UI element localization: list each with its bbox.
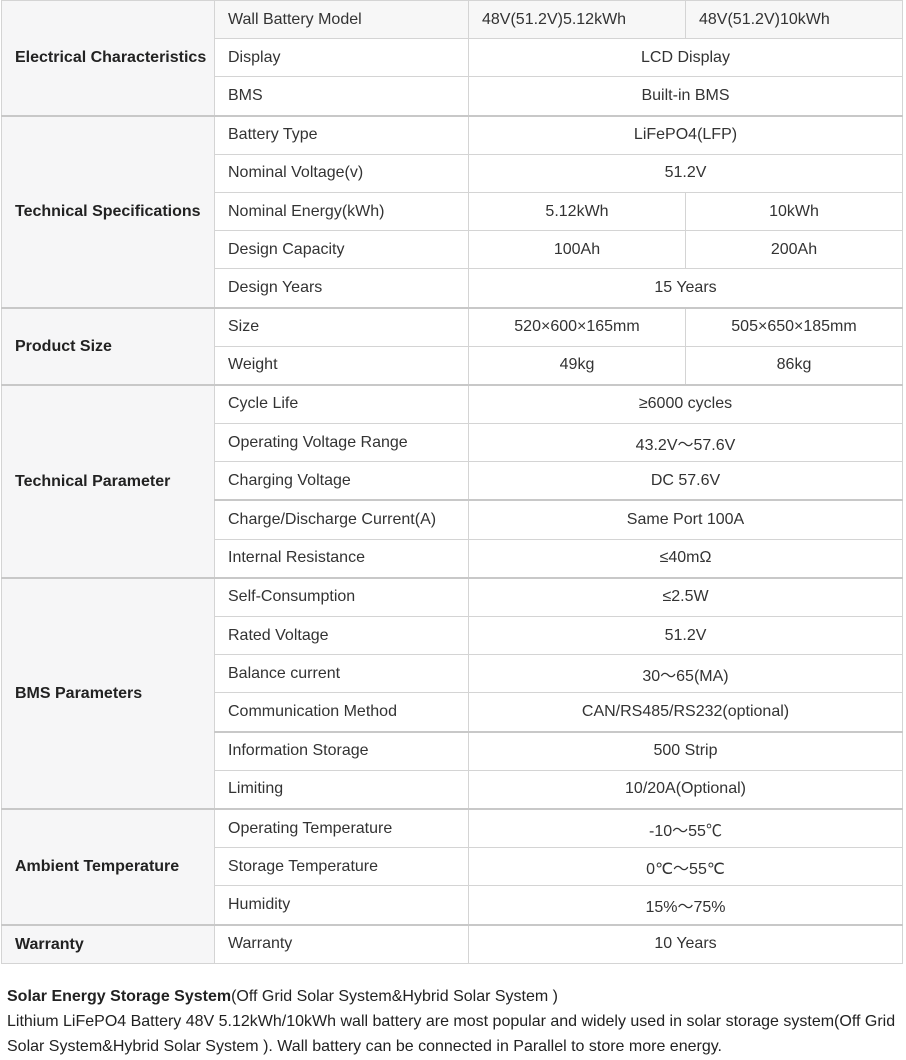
spec-label: Cycle Life <box>214 383 469 425</box>
spec-row: BMS Built-in BMS <box>2 76 903 117</box>
spec-label: Battery Type <box>214 114 469 155</box>
group-title: BMS Parameters <box>1 576 215 810</box>
spec-value: 520×600×165mm <box>468 306 686 347</box>
spec-row: Information Storage 500 Strip <box>2 730 903 771</box>
group-title: Ambient Temperature <box>1 807 215 925</box>
spec-row: Humidity 15%～75% <box>2 885 903 925</box>
spec-row: Design Years 15 Years <box>2 268 903 308</box>
spec-label: Nominal Energy(kWh) <box>214 191 469 232</box>
spec-value: ≤40mΩ <box>468 538 903 579</box>
spec-label: Warranty <box>214 923 469 964</box>
spec-row: Electrical Characteristics Wall Battery M… <box>1 0 903 117</box>
spec-label: Storage Temperature <box>214 847 469 887</box>
spec-value: 505×650×185mm <box>685 306 903 347</box>
description-heading-suffix: (Off Grid Solar System&Hybrid Solar Syst… <box>231 987 558 1005</box>
spec-row: Display LCD Display <box>2 38 903 78</box>
spec-label: Internal Resistance <box>214 538 469 579</box>
group-title: Technical Specifications <box>1 114 215 308</box>
spec-value: 5.12kWh <box>468 191 686 232</box>
description: Solar Energy Storage System(Off Grid Sol… <box>7 984 906 1059</box>
spec-label: Information Storage <box>214 730 469 771</box>
spec-value: 15%～75% <box>468 885 903 925</box>
spec-value: Same Port 100A <box>468 499 903 540</box>
spec-label: Weight <box>214 345 469 386</box>
description-heading: Solar Energy Storage System <box>7 987 232 1005</box>
spec-label: Rated Voltage <box>214 615 469 656</box>
spec-value: ≥6000 cycles <box>468 383 903 425</box>
spec-value: 48V(51.2V)5.12kWh <box>468 0 686 40</box>
spec-row: Storage Temperature 0℃～55℃ <box>2 847 903 887</box>
spec-label: Operating Temperature <box>214 807 469 849</box>
spec-row: Design Capacity 100Ah 200Ah <box>2 230 903 270</box>
spec-value: LiFePO4(LFP) <box>468 114 903 155</box>
spec-value: 200Ah <box>685 230 903 270</box>
spec-label: Wall Battery Model <box>214 0 469 40</box>
spec-value: 51.2V <box>468 153 903 193</box>
spec-label: Communication Method <box>214 692 469 733</box>
spec-value: 10/20A(Optional) <box>468 769 903 810</box>
spec-row: Charging Voltage DC 57.6V <box>2 461 903 501</box>
spec-value: 86kg <box>685 345 903 386</box>
spec-row: Balance current 30～65(MA) <box>2 654 903 694</box>
spec-row: Technical Parameter Cycle Life ≥6000 cycle… <box>1 383 903 579</box>
spec-value: 10kWh <box>685 191 903 232</box>
spec-label: Nominal Voltage(v) <box>214 153 469 193</box>
group-title: Electrical Characteristics <box>1 0 215 117</box>
spec-value: Built-in BMS <box>468 76 903 117</box>
group-title: Warranty <box>1 923 215 964</box>
spec-value: ≤2.5W <box>468 576 903 617</box>
spec-row: Technical Specifications Battery Type LiFe… <box>1 114 903 308</box>
spec-row: Rated Voltage 51.2V <box>2 615 903 656</box>
spec-label: Limiting <box>214 769 469 810</box>
spec-row: Communication Method CAN/RS485/RS232(opti… <box>2 692 903 733</box>
spec-value: CAN/RS485/RS232(optional) <box>468 692 903 733</box>
spec-row: Nominal Voltage(v) 51.2V <box>2 153 903 193</box>
spec-value: 49kg <box>468 345 686 386</box>
spec-row: Weight 49kg 86kg <box>2 345 903 386</box>
description-body: Lithium LiFePO4 Battery 48V 5.12kWh/10kW… <box>7 1012 896 1055</box>
spec-label: Display <box>214 38 469 78</box>
spec-row: Nominal Energy(kWh) 5.12kWh 10kWh <box>2 191 903 232</box>
spec-row: Operating Voltage Range 43.2V～57.6V <box>2 423 903 463</box>
group-title: Technical Parameter <box>1 383 215 579</box>
spec-table: Electrical Characteristics Wall Battery M… <box>1 0 903 964</box>
spec-label: Humidity <box>214 885 469 925</box>
spec-row: Ambient Temperature Operating Temperature… <box>1 807 903 925</box>
group-title: Product Size <box>1 306 215 386</box>
spec-label: Balance current <box>214 654 469 694</box>
spec-row: Internal Resistance ≤40mΩ <box>2 538 903 579</box>
spec-row: Product Size Size 520×600×165mm 505×650×185… <box>1 306 903 386</box>
spec-value: 43.2V～57.6V <box>468 423 903 463</box>
spec-value: 0℃～55℃ <box>468 847 903 887</box>
spec-label: Design Capacity <box>214 230 469 270</box>
spec-value: 51.2V <box>468 615 903 656</box>
spec-label: Charge/Discharge Current(A) <box>214 499 469 540</box>
spec-label: Operating Voltage Range <box>214 423 469 463</box>
spec-value: -10～55℃ <box>468 807 903 849</box>
spec-value: 15 Years <box>468 268 903 308</box>
spec-value: DC 57.6V <box>468 461 903 501</box>
spec-value: 48V(51.2V)10kWh <box>685 0 903 40</box>
spec-value: 10 Years <box>468 923 903 964</box>
spec-value: 500 Strip <box>468 730 903 771</box>
spec-value: 30～65(MA) <box>468 654 903 694</box>
spec-label: Self-Consumption <box>214 576 469 617</box>
spec-value: 100Ah <box>468 230 686 270</box>
spec-label: Size <box>214 306 469 347</box>
spec-label: Charging Voltage <box>214 461 469 501</box>
spec-row: BMS Parameters Self-Consumption ≤2.5W <box>1 576 903 810</box>
spec-value: LCD Display <box>468 38 903 78</box>
spec-label: Design Years <box>214 268 469 308</box>
spec-row: Warranty Warranty 10 Years <box>1 923 903 964</box>
spec-row: Charge/Discharge Current(A) Same Port 100… <box>2 499 903 540</box>
spec-label: BMS <box>214 76 469 117</box>
